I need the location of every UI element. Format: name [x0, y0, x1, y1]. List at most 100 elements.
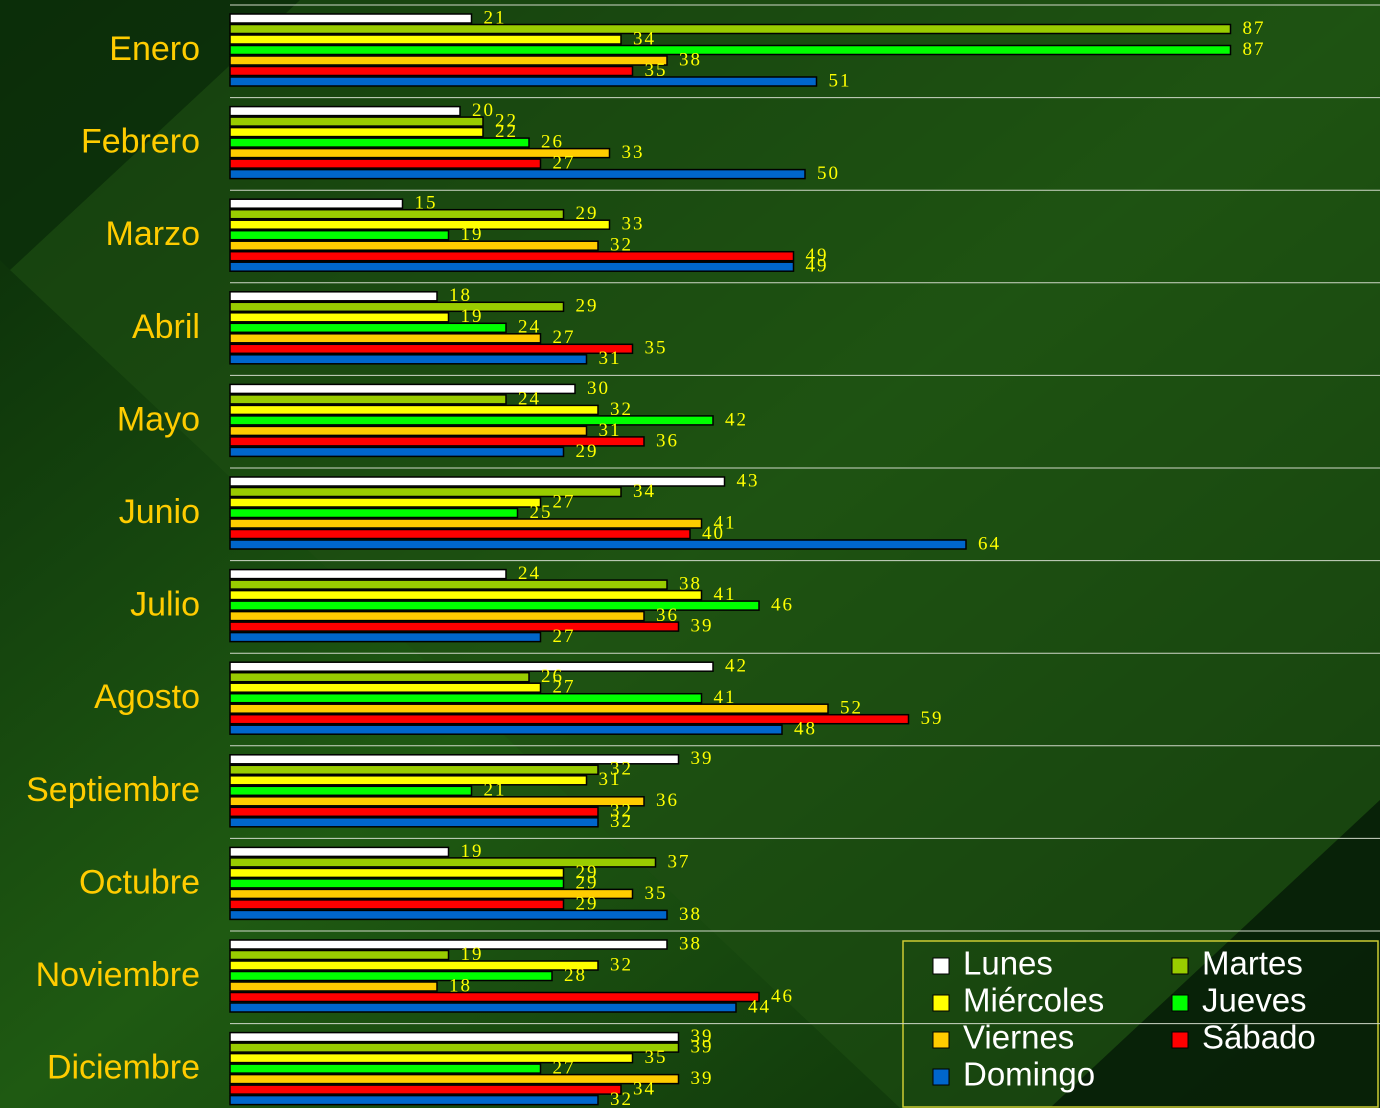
- bar: [229, 476, 726, 487]
- bar: [229, 981, 438, 992]
- value-label: 27: [553, 327, 576, 348]
- bar: [229, 168, 806, 180]
- bar: [229, 600, 760, 611]
- value-label: 35: [645, 60, 668, 81]
- value-label: 32: [610, 954, 633, 975]
- value-label: 29: [576, 296, 599, 317]
- legend-swatch: [932, 1068, 950, 1086]
- bar: [229, 589, 703, 601]
- bar: [229, 1063, 542, 1074]
- value-label: 29: [576, 872, 599, 893]
- value-label: 51: [829, 70, 852, 91]
- legend-label: Lunes: [963, 945, 1053, 982]
- value-label: 24: [518, 563, 541, 584]
- bar: [229, 899, 565, 910]
- category-label: Agosto: [94, 678, 200, 716]
- legend-label: Sábado: [1202, 1019, 1316, 1056]
- value-label: 22: [495, 121, 518, 142]
- value-label: 33: [622, 214, 645, 235]
- value-label: 30: [587, 378, 610, 399]
- bar: [229, 137, 530, 148]
- value-label: 38: [679, 49, 702, 70]
- bar: [229, 857, 657, 868]
- bar: [229, 65, 634, 77]
- bar: [229, 34, 622, 45]
- value-label: 29: [576, 893, 599, 914]
- bar: [229, 261, 795, 272]
- bar: [229, 322, 507, 334]
- bar: [229, 909, 668, 921]
- value-label: 29: [576, 203, 599, 224]
- value-label: 27: [553, 626, 576, 647]
- value-label: 49: [806, 256, 829, 277]
- value-label: 43: [737, 470, 760, 491]
- category-label: Diciembre: [47, 1049, 200, 1087]
- value-label: 24: [518, 388, 541, 409]
- bar: [229, 939, 668, 950]
- value-label: 25: [530, 502, 553, 523]
- category-label: Febrero: [81, 123, 200, 161]
- category-label: Abril: [132, 308, 200, 346]
- bar: [229, 105, 461, 117]
- bar: [229, 878, 565, 889]
- value-label: 28: [564, 965, 587, 986]
- value-label: 50: [817, 163, 840, 184]
- value-label: 34: [633, 28, 656, 49]
- bar: [229, 486, 622, 498]
- value-label: 26: [541, 666, 564, 687]
- bar: [229, 333, 542, 344]
- value-label: 35: [645, 883, 668, 904]
- value-label: 49: [806, 245, 829, 266]
- legend-label: Jueves: [1202, 982, 1307, 1019]
- bar: [229, 724, 783, 735]
- bar: [229, 806, 599, 818]
- value-label: 21: [484, 7, 507, 28]
- bar: [229, 764, 599, 776]
- bar: [229, 631, 542, 643]
- bar: [229, 568, 507, 580]
- bar: [229, 383, 576, 395]
- value-label: 19: [461, 224, 484, 245]
- value-label: 46: [771, 986, 794, 1007]
- bar: [229, 394, 507, 405]
- value-label: 41: [714, 584, 737, 605]
- value-label: 41: [714, 687, 737, 708]
- value-label: 32: [610, 801, 633, 822]
- bar: [229, 703, 829, 714]
- bar: [229, 76, 818, 87]
- bar: [229, 1031, 680, 1043]
- legend-swatch: [932, 1031, 950, 1049]
- bar: [229, 796, 645, 807]
- bar: [229, 692, 703, 704]
- category-label: Noviembre: [36, 956, 200, 994]
- bar: [229, 291, 438, 302]
- value-label: 26: [541, 131, 564, 152]
- legend-label: Martes: [1202, 945, 1303, 982]
- bar: [229, 229, 450, 241]
- value-label: 37: [668, 851, 691, 872]
- category-label: Marzo: [106, 215, 200, 253]
- bar: [229, 1094, 599, 1106]
- bar: [229, 518, 703, 529]
- legend-swatch: [1171, 957, 1189, 975]
- value-label: 39: [691, 615, 714, 636]
- bar: [229, 44, 1232, 56]
- category-label: Enero: [109, 30, 200, 68]
- bar: [229, 785, 473, 797]
- bar: [229, 436, 645, 447]
- value-label: 42: [725, 409, 748, 430]
- legend-label: Miércoles: [963, 982, 1104, 1019]
- bar: [229, 970, 553, 982]
- bar: [229, 846, 450, 858]
- bar: [229, 960, 599, 971]
- bar: [229, 147, 611, 159]
- bar: [229, 219, 611, 230]
- value-label: 15: [415, 193, 438, 214]
- value-label: 27: [553, 677, 576, 698]
- bar: [229, 754, 680, 765]
- bar: [229, 208, 565, 220]
- value-label: 64: [978, 533, 1001, 554]
- value-label: 31: [599, 420, 622, 441]
- bar: [229, 497, 542, 508]
